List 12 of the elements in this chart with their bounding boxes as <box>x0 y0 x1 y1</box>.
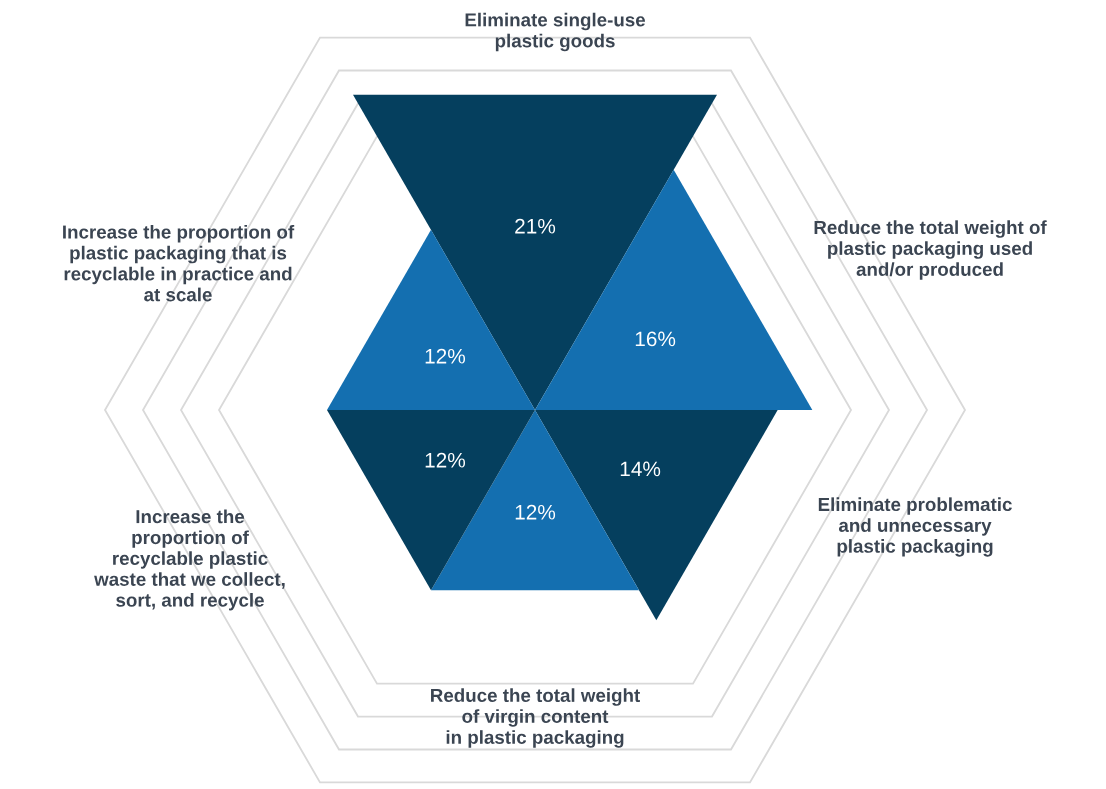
data-label: 14% <box>620 461 661 477</box>
data-label: 21% <box>515 218 556 234</box>
data-label: 12% <box>425 452 466 468</box>
data-label: 12% <box>515 504 556 520</box>
category-label: Increase the proportion of recyclable plastic waste that we collect, sort, and recycle <box>94 509 285 611</box>
data-label: 12% <box>425 348 466 364</box>
category-label: Increase the proportion of plastic packaging that is recyclable in practice and at scale <box>63 224 295 302</box>
category-label: Eliminate problematic and unnecessary plastic packaging <box>818 497 1012 557</box>
category-label: Reduce the total weight of virgin content in plastic packaging <box>431 688 640 748</box>
data-label: 16% <box>635 331 676 347</box>
category-label: Reduce the total weight of plastic packaging used and/or produced <box>814 220 1047 280</box>
category-label: Eliminate single-use plastic goods <box>465 12 646 52</box>
